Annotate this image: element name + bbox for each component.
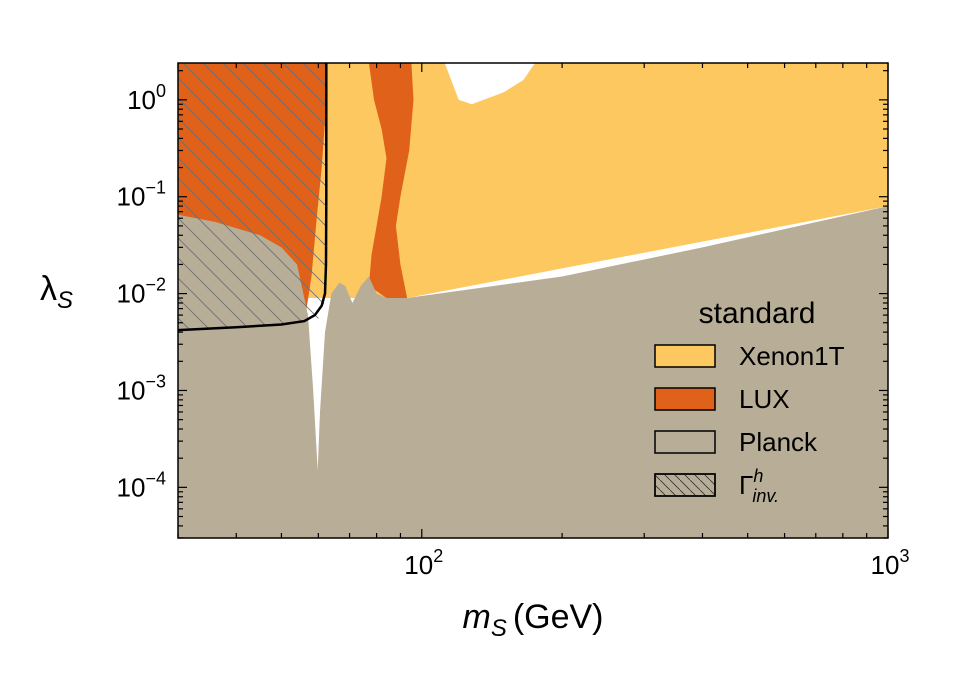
legend-swatch-hatch-invisible-width: [654, 473, 716, 497]
plot-frame: [177, 62, 889, 539]
legend: standard Xenon1T LUX Planck Γh inv.: [654, 297, 845, 506]
y-tick-label-3: 10−3: [117, 371, 166, 405]
legend-title: standard: [699, 297, 816, 330]
x-tick-label-0: 102: [404, 546, 443, 580]
x-axis-label: mS (GeV): [462, 598, 603, 642]
axes: 102 103 100 10−1 10−2 10−3 10−4 mS (GeV) λS: [40, 62, 910, 642]
y-tick-label-2: 10−2: [117, 275, 166, 309]
plot-area: [178, 63, 888, 538]
region-lux-2: [337, 63, 414, 298]
x-tick-label-1: 103: [871, 546, 910, 580]
y-tick-label-1: 10−1: [117, 178, 166, 212]
region-invisible-width-hatch: [178, 63, 326, 331]
legend-label-planck: Planck: [739, 427, 818, 457]
y-axis-label: λS: [40, 270, 73, 314]
region-planck-3: [178, 206, 888, 538]
legend-swatch-lux: [654, 387, 716, 411]
legend-label-xenon1t: Xenon1T: [739, 341, 845, 371]
legend-swatch-planck: [654, 430, 716, 454]
invisible-width-boundary-line: [178, 63, 328, 332]
legend-label-lux: LUX: [739, 384, 790, 414]
y-tick-label-4: 10−4: [117, 468, 166, 502]
legend-swatch-xenon1t: [654, 344, 716, 368]
region-xenon1t-0: [178, 63, 888, 298]
legend-label-invisible-width: Γh inv.: [739, 466, 779, 506]
y-tick-label-0: 100: [127, 81, 166, 115]
